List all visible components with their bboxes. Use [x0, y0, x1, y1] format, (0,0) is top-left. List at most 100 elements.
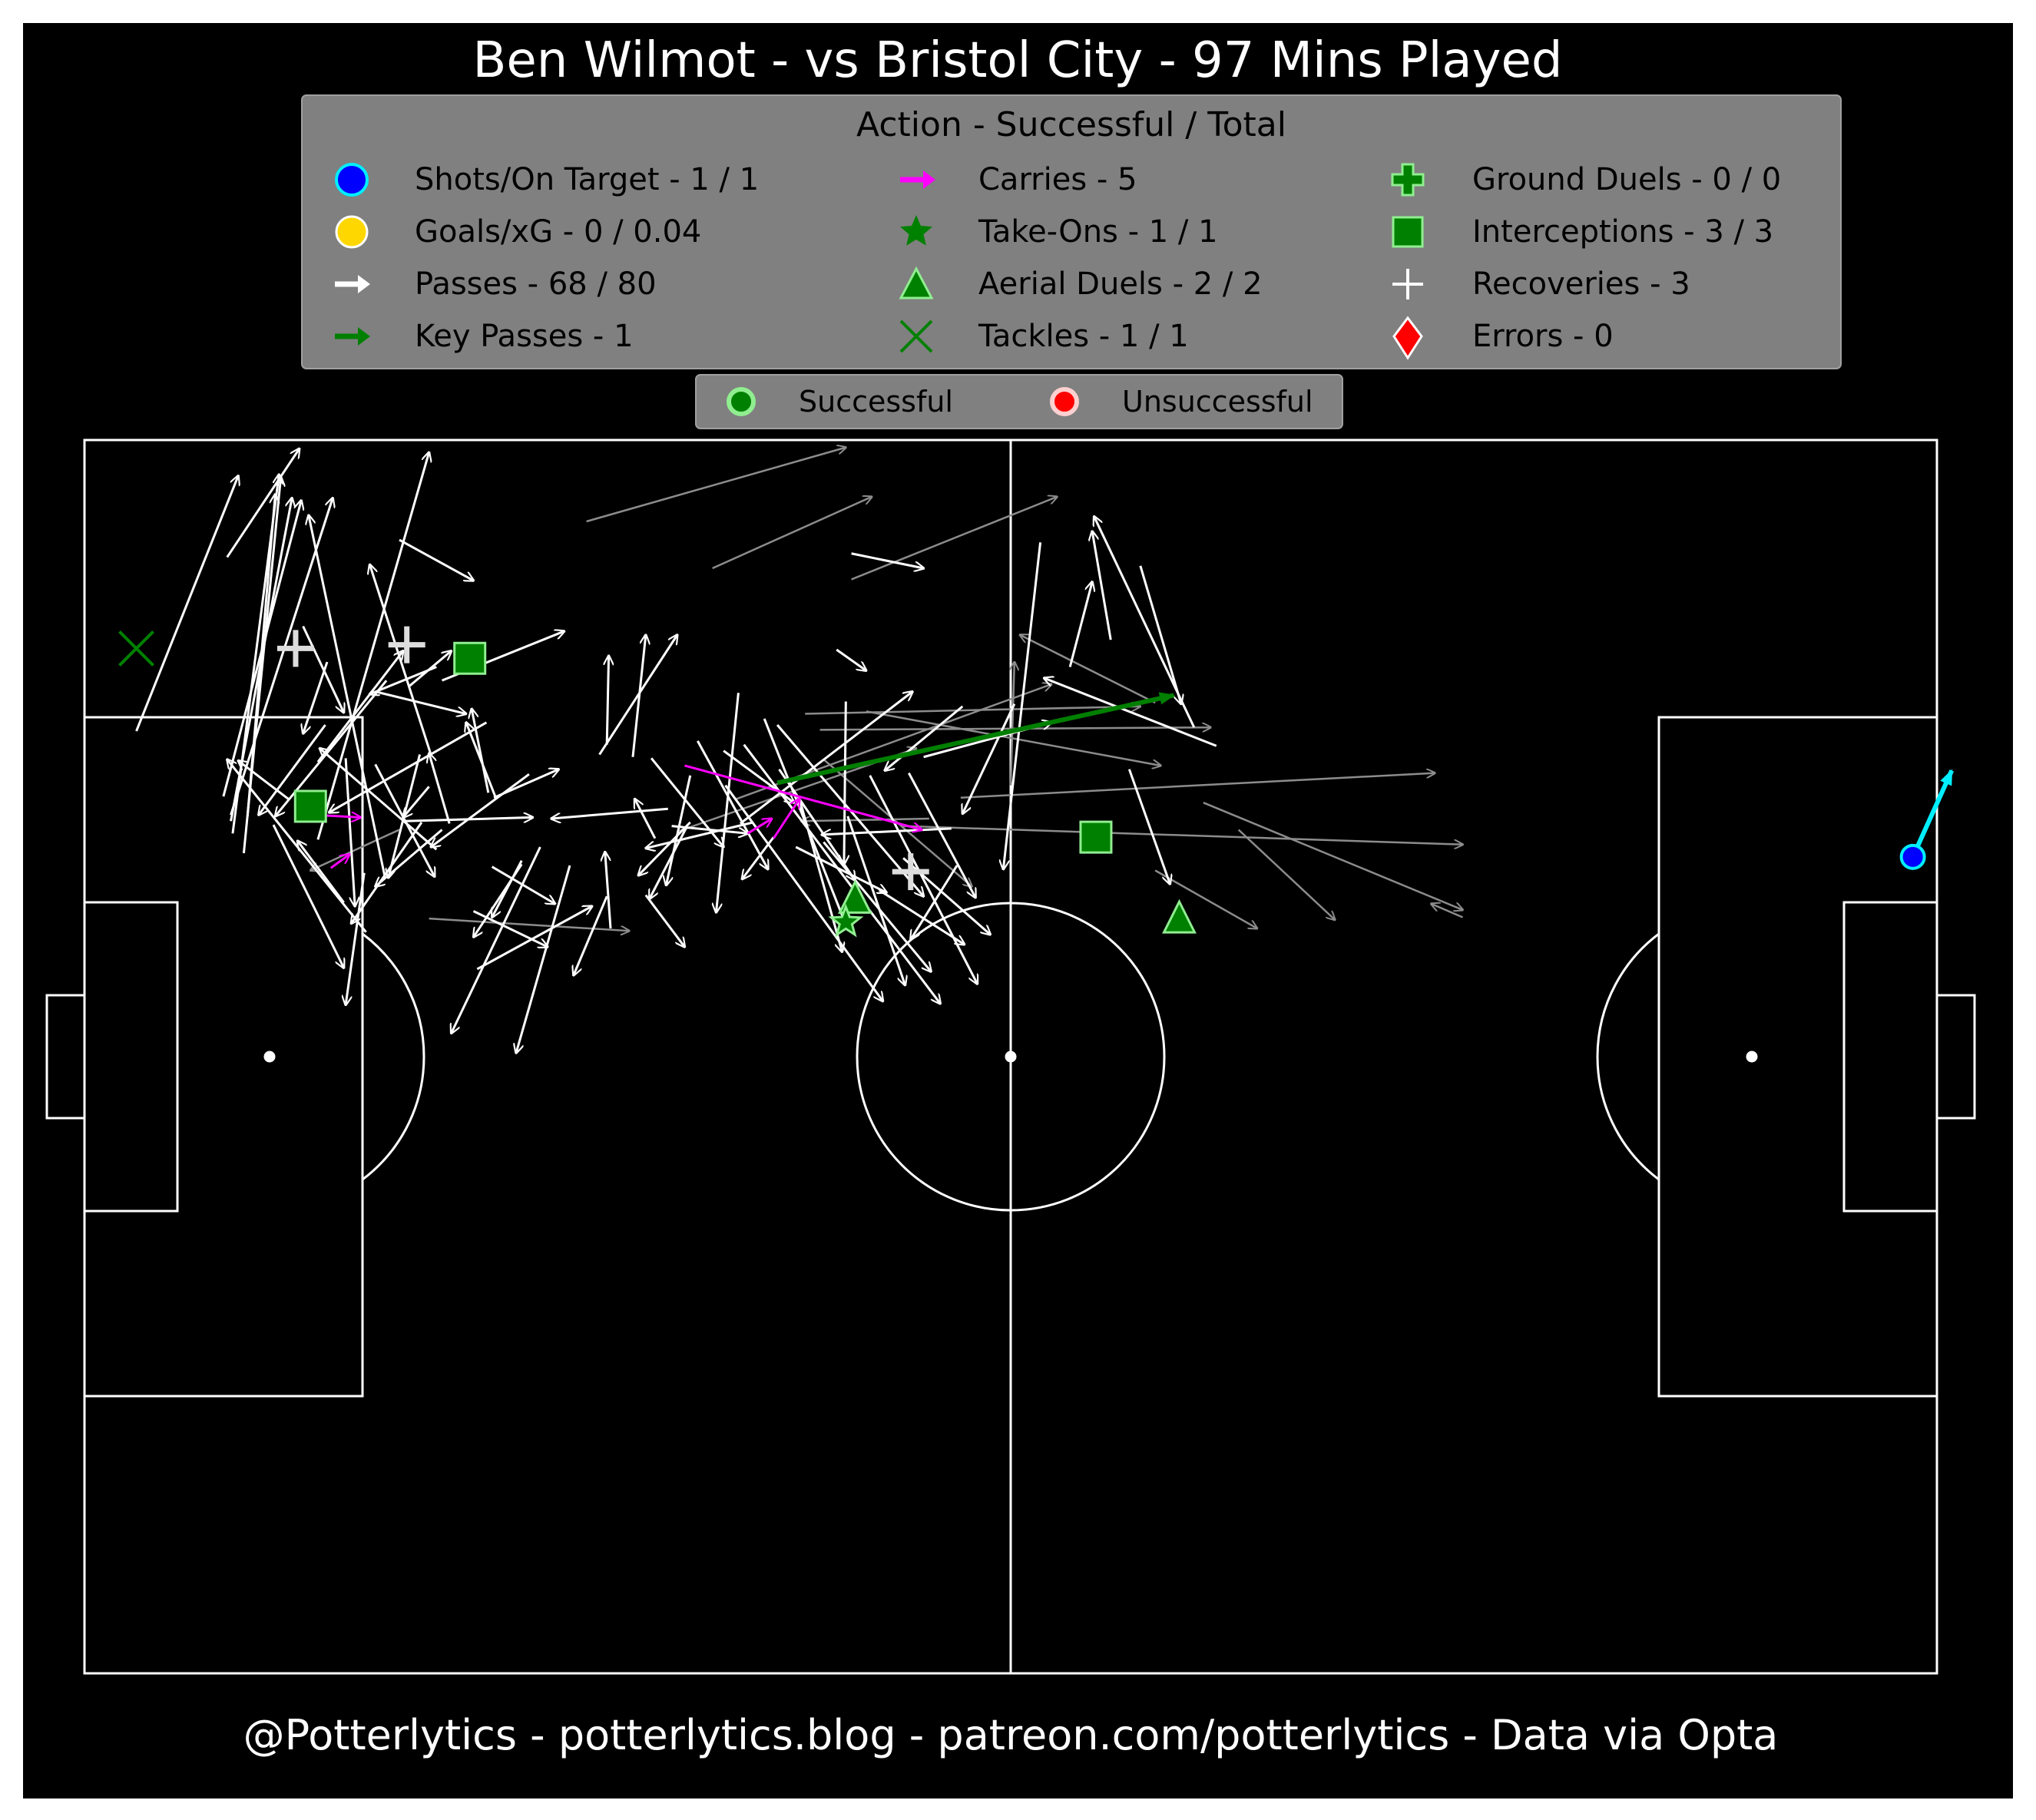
successful-pass-arrow	[375, 690, 466, 714]
legend-item-label: Take-Ons - 1 / 1	[978, 214, 1218, 250]
legend-item-label: Aerial Duels - 2 / 2	[978, 266, 1263, 302]
right-penalty-spot	[1746, 1051, 1758, 1063]
successful-pass-arrow	[329, 721, 488, 812]
successful-pass-arrow	[646, 821, 754, 849]
successful-pass-arrow	[474, 863, 523, 937]
legend-item-label: Shots/On Target - 1 / 1	[415, 162, 759, 197]
carry-arrow	[747, 819, 771, 835]
successful-pass-arrow	[242, 477, 280, 854]
green-x-icon	[899, 319, 933, 353]
successful-pass-arrow	[316, 651, 403, 763]
key-pass-arrow	[776, 692, 1176, 786]
successful-pass-arrow	[272, 824, 344, 968]
left-goal	[45, 994, 86, 1120]
successful-pass-arrow	[878, 888, 965, 945]
centre-circle	[856, 902, 1166, 1212]
successful-pass-arrow	[1044, 678, 1217, 747]
footer-credits: @Potterlytics - potterlytics.blog - patr…	[243, 1711, 1779, 1759]
interception-marker	[1079, 820, 1113, 854]
green-arrow-icon	[335, 327, 370, 346]
right-goal	[1935, 994, 1976, 1120]
successful-pass-arrow	[309, 515, 386, 876]
unsuccessful-dot-icon	[1050, 387, 1079, 416]
interception-marker	[293, 789, 327, 823]
successful-pass-arrow	[671, 825, 748, 834]
successful-pass-arrow	[389, 754, 422, 879]
red-diamond-icon	[1392, 316, 1423, 360]
unsuccessful-pass-arrow	[1203, 802, 1463, 910]
successful-pass-arrow	[405, 817, 532, 821]
successful-pass-arrow	[908, 772, 975, 898]
successful-pass-arrow	[316, 452, 429, 840]
successful-pass-arrow	[346, 872, 366, 1005]
recovery-marker	[892, 853, 929, 891]
successful-pass-arrow	[452, 846, 541, 1034]
successful-pass-arrow	[742, 836, 775, 879]
unsuccessful-pass-arrow	[903, 825, 1462, 845]
white-arrow-icon	[335, 275, 370, 293]
successful-pass-arrow	[319, 749, 438, 851]
successful-dot-icon	[727, 387, 756, 416]
successful-pass-arrow	[431, 773, 530, 847]
successful-pass-arrow	[1068, 582, 1092, 667]
successful-pass-arrow	[516, 865, 571, 1053]
take-on-marker	[828, 903, 864, 938]
left-penalty-arc	[362, 932, 425, 1181]
successful-pass-arrow	[574, 895, 608, 975]
unsuccessful-pass-arrow	[586, 448, 846, 523]
legend-box	[301, 94, 1842, 369]
outcome-legend-box	[695, 374, 1343, 429]
successful-pass-arrow	[1139, 565, 1181, 704]
successful-pass-arrow	[634, 799, 657, 839]
successful-pass-arrow	[399, 538, 473, 581]
blue-circle-icon	[335, 163, 369, 197]
legend-item-label: Tackles - 1 / 1	[978, 319, 1189, 354]
unsuccessful-pass-arrow	[429, 917, 629, 931]
tackle-marker	[118, 630, 154, 667]
successful-pass-arrow	[666, 775, 692, 885]
chart-title: Ben Wilmot - vs Bristol City - 97 Mins P…	[473, 32, 1563, 89]
successful-pass-arrow	[869, 775, 978, 984]
successful-pass-arrow	[1003, 542, 1042, 869]
carry-arrow	[684, 764, 922, 830]
shot-marker	[1899, 843, 1926, 870]
outcome-legend: Successful Unsuccessful	[695, 374, 1343, 429]
successful-pass-arrow	[491, 865, 555, 904]
interception-marker	[453, 641, 487, 675]
successful-pass-arrow	[836, 648, 866, 670]
pitch	[45, 438, 1976, 1675]
unsuccessful-pass-arrow	[960, 773, 1435, 799]
shots	[1899, 769, 1955, 870]
successful-pass-arrow	[962, 703, 1016, 814]
successful-pass-arrow	[844, 701, 846, 864]
legend-item-label: Interceptions - 3 / 3	[1472, 214, 1773, 250]
recovery-marker	[388, 626, 425, 663]
green-star-icon	[900, 215, 932, 246]
unsuccessful-pass-arrow	[1237, 829, 1335, 919]
unsuccessful-pass-arrow	[805, 706, 1140, 715]
defensive-actions	[118, 626, 1197, 938]
legend-item-label: Key Passes - 1	[415, 319, 634, 354]
carry-arrow	[329, 855, 349, 869]
key-passes	[776, 692, 1176, 786]
centre-spot	[1005, 1051, 1017, 1063]
action-legend: Action - Successful / Total Shots/On Tar…	[301, 94, 1842, 369]
successful-pass-arrow	[743, 743, 941, 1004]
green-square-icon	[1392, 216, 1424, 248]
unsuccessful-pass-arrow	[1020, 635, 1156, 704]
successful-pass-arrow	[275, 680, 388, 816]
shot-arrow	[1910, 769, 1955, 859]
successful-pass-arrow	[823, 841, 931, 972]
successful-pass-arrow	[476, 906, 592, 971]
successful-pass-arrow	[351, 822, 423, 924]
successful-pass-arrow	[885, 705, 964, 771]
outcome-successful-label: Successful	[799, 385, 953, 419]
successful-pass-arrow	[259, 724, 326, 815]
successful-pass-arrow	[297, 841, 345, 904]
legend-item-label: Carries - 5	[978, 162, 1137, 197]
left-penalty-spot	[263, 1051, 276, 1063]
unsuccessful-pass-arrow	[310, 829, 400, 870]
successful-pass-arrow	[631, 635, 646, 757]
successful-pass-arrow	[607, 656, 608, 745]
